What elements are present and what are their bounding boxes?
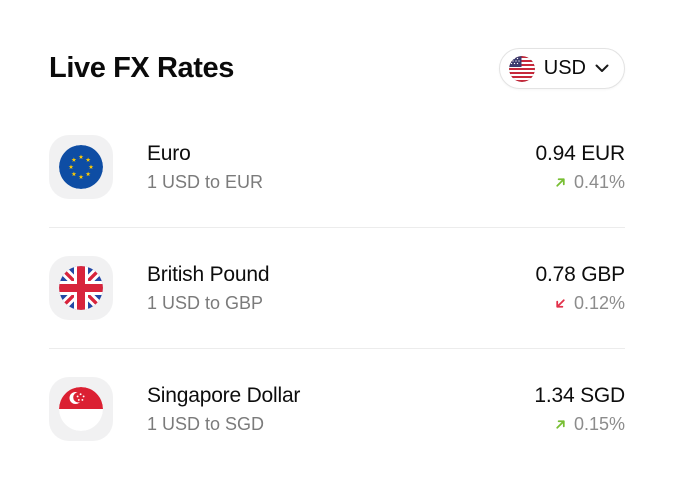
trend-down-icon xyxy=(556,298,565,308)
selected-currency-label: USD xyxy=(543,57,586,79)
trend-up-icon xyxy=(556,177,565,187)
rate-list: Euro 1 USD to EUR 0.94 EUR 0.41% xyxy=(49,107,625,469)
eur-flag-tile xyxy=(49,135,113,199)
currency-pair: 1 USD to SGD xyxy=(147,413,265,434)
trend-up-icon xyxy=(556,419,565,429)
rate-change: 0.41% xyxy=(553,172,625,193)
change-percent: 0.41% xyxy=(573,171,625,192)
rate-row-eur[interactable]: Euro 1 USD to EUR 0.94 EUR 0.41% xyxy=(49,107,625,227)
currency-pair: 1 USD to GBP xyxy=(147,292,264,313)
sgd-flag-tile xyxy=(49,377,113,441)
chevron-down-icon xyxy=(595,64,609,72)
currency-name: Euro xyxy=(147,141,191,165)
eu-flag-icon xyxy=(59,145,103,189)
change-percent: 0.12% xyxy=(573,292,625,313)
currency-pair: 1 USD to EUR xyxy=(147,171,264,192)
rate-row-gbp[interactable]: British Pound 1 USD to GBP 0.78 GBP 0.12… xyxy=(49,227,625,348)
currency-name: British Pound xyxy=(147,262,270,286)
rate-value: 1.34 SGD xyxy=(534,383,625,407)
sg-flag-icon xyxy=(59,387,103,431)
page-title: Live FX Rates xyxy=(49,52,234,84)
us-flag-icon xyxy=(508,55,535,82)
currency-info: British Pound 1 USD to GBP xyxy=(147,262,270,314)
currency-name: Singapore Dollar xyxy=(147,383,301,407)
change-percent: 0.15% xyxy=(573,413,625,434)
rate-value: 0.78 GBP xyxy=(535,262,626,286)
rate-info: 0.94 EUR 0.41% xyxy=(535,141,626,193)
rate-change: 0.12% xyxy=(553,293,625,314)
gbp-flag-tile xyxy=(49,256,113,320)
rate-info: 0.78 GBP 0.12% xyxy=(535,262,626,314)
fx-rates-widget: Live FX Rates xyxy=(49,0,625,469)
rate-info: 1.34 SGD 0.15% xyxy=(534,384,625,435)
header: Live FX Rates xyxy=(49,0,625,89)
currency-info: Euro 1 USD to EUR xyxy=(147,142,263,193)
rate-change: 0.15% xyxy=(553,414,625,435)
rate-value: 0.94 EUR xyxy=(535,141,626,165)
gb-flag-icon xyxy=(59,266,103,310)
base-currency-selector[interactable]: USD xyxy=(498,48,625,89)
currency-info: Singapore Dollar 1 USD to SGD xyxy=(147,384,300,435)
rate-row-sgd[interactable]: Singapore Dollar 1 USD to SGD 1.34 SGD 0… xyxy=(49,348,625,469)
